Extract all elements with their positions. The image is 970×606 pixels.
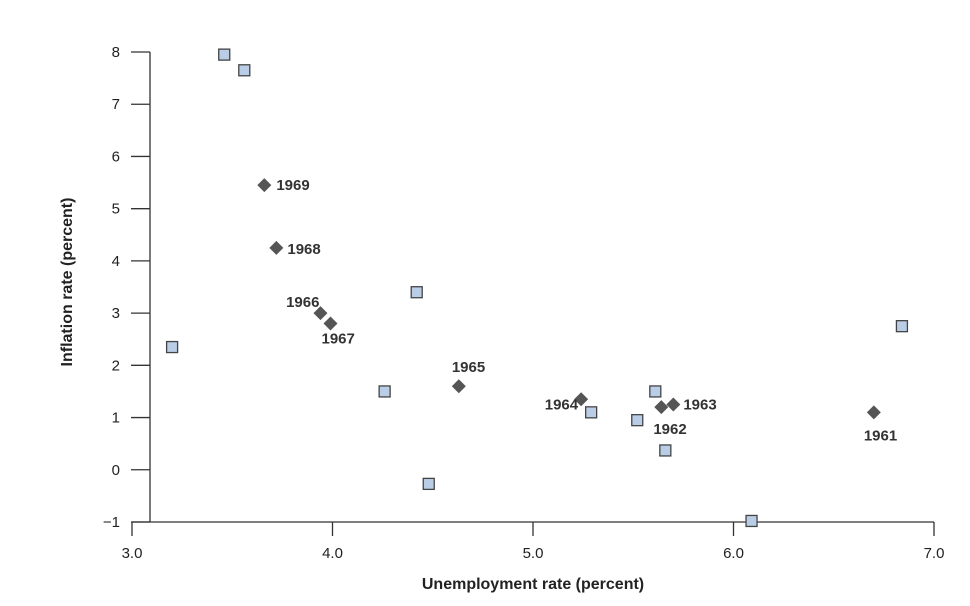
square-point [631, 414, 644, 427]
square-point [649, 385, 662, 398]
y-tick-label: 5 [112, 201, 120, 218]
x-tick-label: 4.0 [322, 545, 343, 562]
diamond-point [313, 306, 328, 321]
y-tick-label: −1 [103, 514, 120, 531]
x-tick-label: 7.0 [924, 545, 945, 562]
diamond-point [654, 400, 669, 415]
y-tick-label: 1 [112, 410, 120, 427]
data-labels: 1961 1962 1963 1964 1965 1966 1967 1968 1969 [276, 177, 897, 444]
diamond-point [323, 316, 338, 331]
diamond-point [257, 178, 272, 193]
point-label-1966: 1966 [286, 294, 319, 311]
point-label-1963: 1963 [683, 397, 716, 414]
square-point [745, 514, 758, 528]
square-point [378, 385, 391, 398]
diamond-point [866, 405, 881, 420]
point-label-1964: 1964 [545, 396, 579, 413]
x-tick-label: 3.0 [122, 545, 143, 562]
y-axis-title: Inflation rate (percent) [59, 198, 76, 367]
point-label-1961: 1961 [864, 427, 897, 444]
diamond-point [451, 379, 466, 394]
square-point [238, 64, 251, 77]
axes: −1 0 1 2 3 4 5 6 7 8 3.0 4.0 5.0 6.0 7.0 [103, 44, 945, 562]
square-point [410, 286, 423, 299]
point-label-1965: 1965 [452, 359, 485, 376]
point-label-1969: 1969 [276, 177, 309, 194]
data-marks [165, 48, 909, 528]
point-label-1962: 1962 [653, 421, 686, 438]
y-tick-label: 7 [112, 96, 120, 113]
square-point [165, 340, 179, 354]
diamond-point [269, 240, 284, 255]
y-tick-label: 4 [112, 253, 120, 270]
square-point [584, 406, 598, 419]
square-point [218, 48, 231, 61]
point-label-1968: 1968 [287, 241, 320, 258]
square-point [659, 444, 672, 457]
square-point [422, 477, 435, 491]
y-tick-label: 2 [112, 357, 120, 374]
y-tick-label: 8 [112, 44, 120, 61]
diamond-point [574, 392, 589, 407]
diamond-point [666, 397, 681, 412]
y-tick-label: 6 [112, 148, 120, 165]
square-point [895, 320, 909, 333]
x-axis-title: Unemployment rate (percent) [422, 576, 644, 593]
x-tick-label: 5.0 [523, 545, 544, 562]
x-tick-label: 6.0 [723, 545, 744, 562]
y-tick-label: 0 [112, 462, 120, 479]
point-label-1967: 1967 [321, 331, 354, 348]
y-tick-label: 3 [112, 305, 120, 322]
